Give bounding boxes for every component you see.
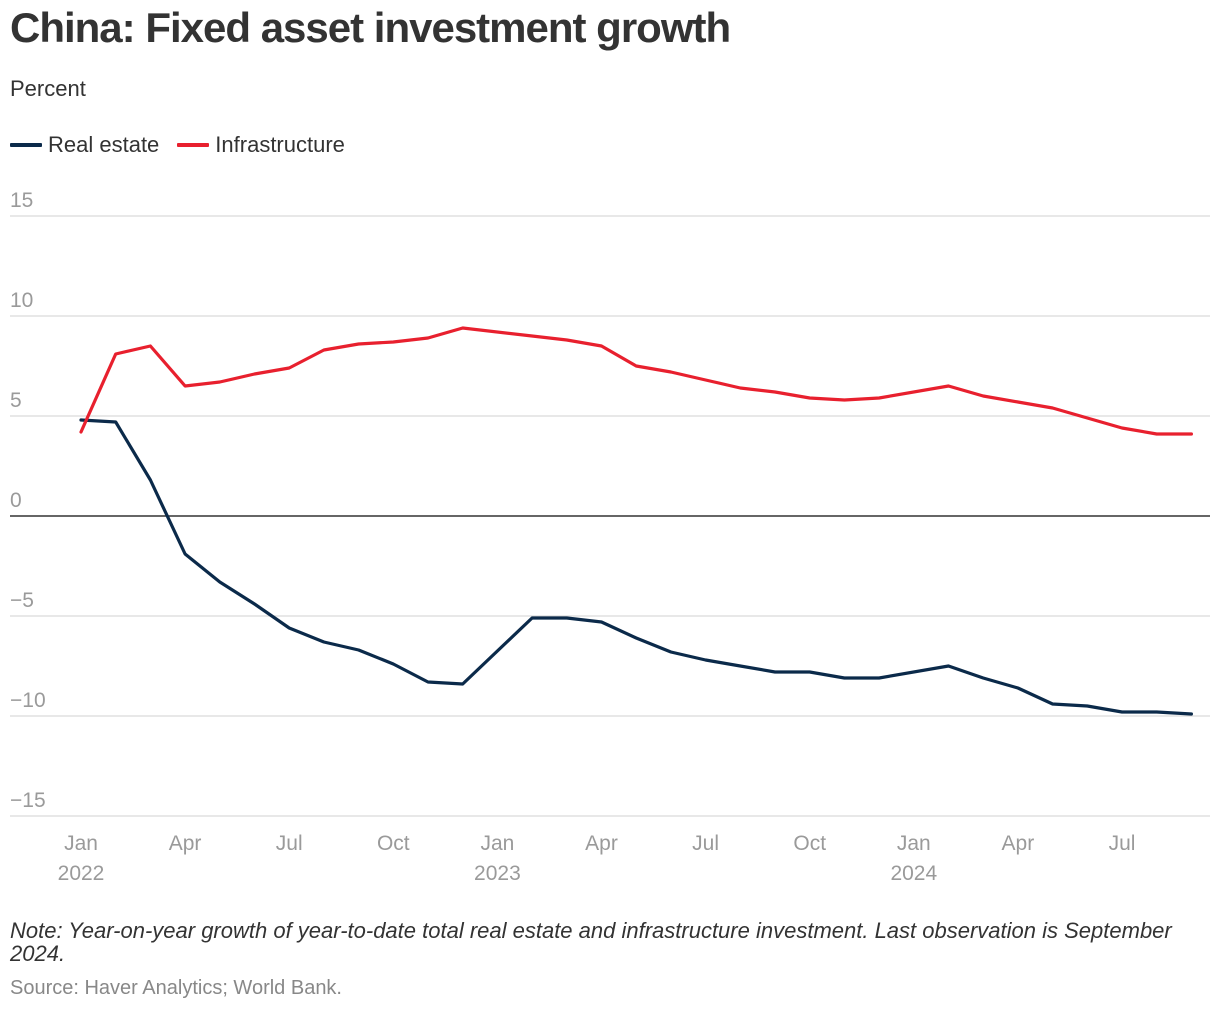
- legend-label-real-estate: Real estate: [48, 132, 160, 157]
- legend-swatch-infrastructure: [177, 143, 210, 147]
- x-tick-label: Jan: [64, 832, 98, 855]
- y-tick-label: −10: [10, 689, 46, 712]
- x-tick-label: Apr: [169, 832, 202, 855]
- y-tick-label: 5: [10, 389, 22, 412]
- chart-source: Source: Haver Analytics; World Bank.: [10, 977, 342, 999]
- x-tick-label: Jan: [480, 832, 514, 855]
- x-tick-year-label: 2024: [890, 862, 937, 885]
- x-tick-label: Jan: [897, 832, 931, 855]
- y-tick-label: −15: [10, 789, 46, 812]
- chart-title: China: Fixed asset investment growth: [10, 4, 731, 51]
- x-tick-label: Apr: [1002, 832, 1035, 855]
- x-tick-label: Jul: [692, 832, 719, 855]
- series-line-real-estate: [79, 418, 1194, 716]
- x-tick-year-label: 2022: [58, 862, 105, 885]
- x-tick-label: Apr: [585, 832, 618, 855]
- x-tick-label: Jul: [276, 832, 303, 855]
- legend-swatch-real-estate: [10, 143, 42, 147]
- chart-note: Note: Year-on-year growth of year-to-dat…: [10, 918, 1172, 966]
- y-tick-label: 15: [10, 189, 33, 212]
- legend-label-infrastructure: Infrastructure: [215, 132, 345, 157]
- x-tick-label: Oct: [377, 832, 410, 855]
- series-line-infrastructure: [79, 326, 1194, 436]
- legend-item-infrastructure: Infrastructure: [177, 132, 345, 158]
- x-tick-label: Oct: [793, 832, 826, 855]
- x-tick-year-label: 2023: [474, 862, 521, 885]
- legend: Real estate Infrastructure: [10, 132, 363, 158]
- y-tick-label: 10: [10, 289, 33, 312]
- y-tick-label: 0: [10, 489, 22, 512]
- legend-item-real-estate: Real estate: [10, 132, 159, 158]
- x-tick-label: Jul: [1109, 832, 1136, 855]
- y-tick-label: −5: [10, 589, 34, 612]
- chart-subtitle: Percent: [10, 76, 86, 101]
